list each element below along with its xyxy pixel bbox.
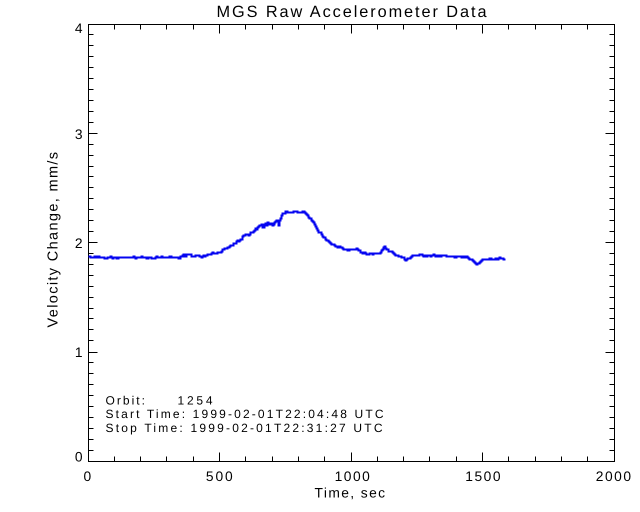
- svg-text:500: 500: [206, 469, 233, 484]
- svg-text:1000: 1000: [335, 469, 371, 484]
- svg-text:2: 2: [75, 236, 83, 251]
- svg-text:1: 1: [75, 345, 83, 360]
- svg-text:0: 0: [75, 450, 83, 465]
- svg-text:4: 4: [75, 21, 83, 36]
- svg-text:2000: 2000: [596, 469, 632, 484]
- svg-text:Velocity Change, mm/s: Velocity Change, mm/s: [46, 152, 62, 328]
- svg-text:3: 3: [75, 127, 83, 142]
- svg-text:Time, sec: Time, sec: [315, 485, 386, 500]
- svg-text:1500: 1500: [465, 469, 501, 484]
- svg-text:Orbit:: Orbit:: [106, 394, 146, 408]
- svg-text:Start Time: 1999-02-01T22:04:4: Start Time: 1999-02-01T22:04:48 UTC: [106, 407, 384, 421]
- svg-text:Stop Time: 1999-02-01T22:31:27: Stop Time: 1999-02-01T22:31:27 UTC: [106, 421, 383, 435]
- svg-text:0: 0: [83, 469, 91, 484]
